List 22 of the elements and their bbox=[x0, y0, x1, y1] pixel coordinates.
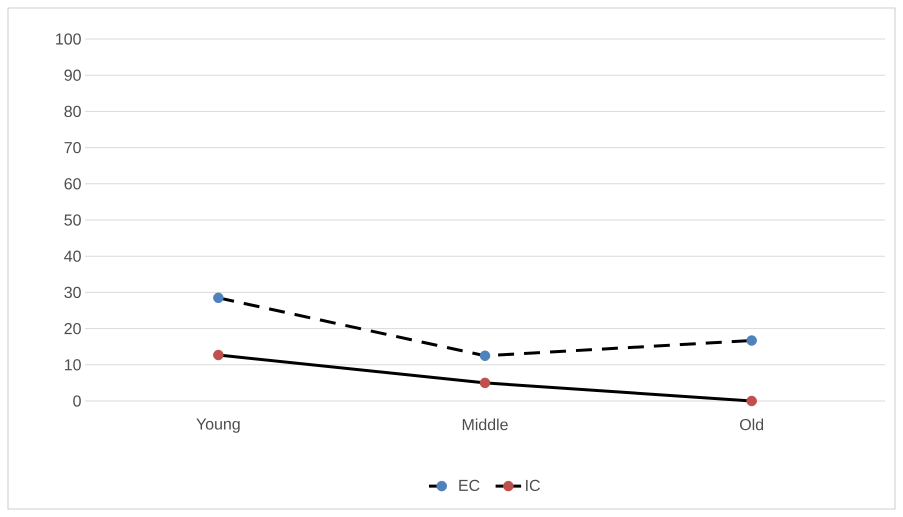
y-tick-label: 20 bbox=[64, 322, 81, 334]
legend-label: IC bbox=[526, 480, 540, 492]
y-tick-label: 10 bbox=[64, 359, 81, 370]
point bbox=[746, 396, 757, 406]
point bbox=[480, 350, 490, 361]
y-tick-label: 90 bbox=[64, 70, 81, 81]
y-tick-label: 70 bbox=[64, 142, 81, 154]
y-tick-label: 60 bbox=[64, 178, 81, 190]
point bbox=[480, 378, 490, 388]
x-tick-label: Young bbox=[196, 418, 240, 433]
legend-label: EC bbox=[459, 480, 480, 492]
x-tick-label: Old bbox=[740, 418, 764, 430]
y-tick-label: 0 bbox=[73, 395, 81, 407]
x-tick-label: Middle bbox=[462, 418, 508, 430]
point bbox=[213, 292, 224, 304]
y-tick-label: 100 bbox=[56, 33, 81, 45]
y-tick-label: 80 bbox=[64, 106, 81, 118]
y-tick-label: 40 bbox=[64, 250, 81, 262]
y-tick-label: 50 bbox=[64, 214, 81, 226]
point bbox=[746, 335, 757, 346]
point bbox=[213, 350, 224, 360]
y-tick-label: 30 bbox=[64, 286, 81, 298]
